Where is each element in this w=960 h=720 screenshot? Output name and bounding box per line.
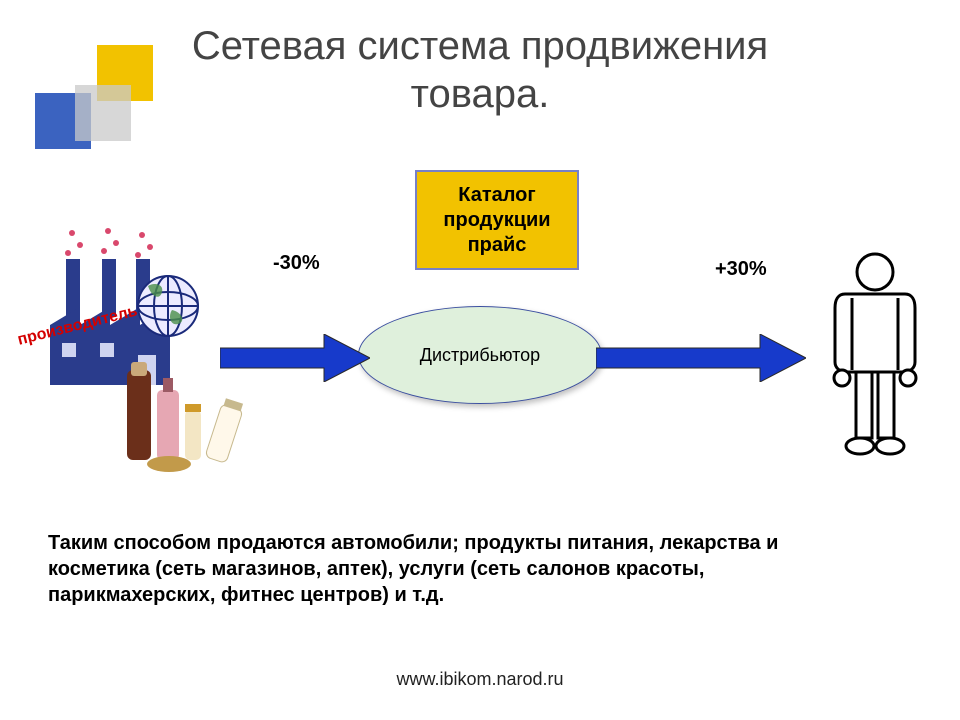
markup-right-label: +30% [715,258,767,281]
title-line1: Сетевая система продвижения [192,24,768,68]
catalog-line1: Каталог [417,183,577,208]
square-gray [75,85,131,141]
desc-line3: парикмахерских, фитнес центров) и т.д. [48,584,444,606]
catalog-line3: прайс [417,233,577,258]
discount-left-label: -30% [273,252,320,275]
title-line2: товара. [411,72,550,116]
person-icon [820,250,930,460]
desc-line2: косметика (сеть магазинов, аптек), услуг… [48,558,704,580]
slide-canvas: Сетевая система продвижения товара. Ката… [0,0,960,720]
arrow-right [596,334,806,387]
catalog-line2: продукции [417,208,577,233]
catalog-box: Каталог продукции прайс [415,170,579,270]
distributor-ellipse: Дистрибьютор [358,306,602,404]
globe-icon [132,270,204,342]
footer-url: www.ibikom.narod.ru [0,669,960,690]
decor-squares [35,45,185,175]
arrow-left [220,334,370,387]
desc-line1: Таким способом продаются автомобили; про… [48,532,778,554]
description-text: Таким способом продаются автомобили; про… [48,530,908,608]
distributor-label: Дистрибьютор [420,345,540,366]
